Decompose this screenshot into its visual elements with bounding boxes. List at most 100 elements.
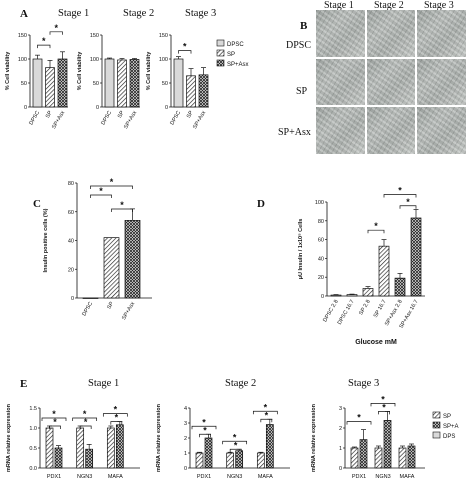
legend-swatch	[432, 411, 441, 419]
bar	[346, 294, 358, 297]
x-tick-label: SP 2.8	[358, 299, 371, 316]
legend-swatch	[432, 421, 441, 429]
bar	[350, 447, 359, 469]
y-tick-label: 0.0	[29, 466, 37, 472]
y-tick-label: 150	[18, 33, 27, 39]
y-axis-label: % Cell viability	[77, 51, 83, 90]
micro-row-sp-asx: SP+Asx	[278, 127, 311, 138]
significance-star: *	[265, 410, 269, 420]
panel-letter-e: E	[20, 378, 28, 390]
y-tick-label: 4	[184, 406, 187, 412]
stage-title-a3: Stage 3	[185, 8, 217, 19]
bar	[85, 448, 94, 469]
panel-letter-c: C	[33, 198, 41, 210]
significance-star: *	[115, 413, 119, 423]
significance-bracket	[49, 425, 61, 429]
significance-star: *	[53, 417, 57, 427]
x-tick-label: NGN3	[375, 474, 390, 480]
bar	[330, 294, 342, 297]
legend-swatch	[216, 59, 225, 67]
x-tick-label: SP+Asx	[123, 110, 138, 130]
bar	[359, 439, 368, 469]
significance-star: *	[382, 402, 386, 412]
stage-title-e2: Stage 2	[225, 378, 257, 389]
micrograph-dpsc-stage-3	[417, 10, 466, 57]
x-tick-label: PDX1	[197, 474, 211, 480]
y-tick-label: 100	[90, 57, 99, 63]
y-axis-label: mRNA relative expression	[156, 403, 162, 472]
bar	[235, 450, 244, 469]
significance-bracket	[41, 417, 67, 421]
significance-star: *	[203, 425, 207, 435]
y-tick-label: 100	[159, 57, 168, 63]
legend-label: SP+Asx	[227, 62, 249, 68]
legend-a: DPSC SP SP+Asx	[216, 39, 249, 68]
y-tick-label: 1.5	[29, 406, 37, 412]
y-tick-label: 0	[165, 105, 168, 111]
significance-star: *	[99, 186, 103, 196]
panel-letter-b: B	[300, 20, 308, 32]
significance-bracket	[191, 425, 217, 430]
significance-bracket	[37, 44, 51, 49]
micro-col-stage-1: Stage 1	[324, 0, 354, 11]
significance-star: *	[374, 221, 378, 231]
x-axis-label: Glucose mM	[355, 339, 397, 346]
y-tick-label: 150	[90, 33, 99, 39]
y-tick-label: 100	[18, 57, 27, 63]
y-tick-label: 1	[184, 451, 187, 457]
significance-bracket	[199, 433, 211, 438]
x-tick-label: SP 16.7	[373, 299, 388, 319]
significance-bracket	[378, 411, 390, 415]
significance-star: *	[406, 197, 410, 207]
bar	[104, 58, 115, 108]
significance-star: *	[202, 417, 206, 427]
bar	[394, 277, 406, 297]
micro-row-dpsc: DPSC	[286, 40, 312, 51]
y-tick-label: 50	[93, 81, 99, 87]
bar	[198, 74, 209, 108]
y-tick-label: 0.5	[29, 446, 37, 452]
significance-star: *	[398, 185, 402, 195]
y-tick-label: 20	[318, 275, 324, 281]
significance-star: *	[233, 432, 237, 442]
y-tick-label: 3	[184, 421, 187, 427]
stage-title-e1: Stage 1	[88, 378, 120, 389]
significance-bracket	[111, 208, 133, 212]
significance-bracket	[79, 425, 92, 429]
y-axis-label: % Cell viability	[146, 51, 152, 90]
y-axis-label: % Cell viability	[5, 51, 11, 90]
stage-title-a1: Stage 1	[58, 8, 90, 19]
bar	[226, 452, 235, 469]
micrograph-dpsc-stage-1	[316, 10, 365, 57]
stage-title-e3: Stage 3	[348, 378, 380, 389]
significance-star: *	[183, 42, 187, 52]
y-tick-label: 1	[339, 446, 342, 452]
x-tick-label: DPSC 16.7	[337, 299, 356, 326]
y-tick-label: 2	[184, 436, 187, 442]
legend-swatch	[432, 431, 441, 439]
micrograph-sp-stage-1	[316, 58, 365, 106]
x-tick-label: DPSC	[28, 110, 41, 126]
y-tick-label: 150	[159, 33, 168, 39]
legend-label: DPSC	[227, 42, 244, 48]
bar	[76, 427, 85, 469]
bar	[57, 58, 68, 108]
y-tick-label: 3	[339, 406, 342, 412]
bar	[82, 297, 99, 299]
y-tick-label: 80	[68, 181, 74, 187]
significance-star: *	[264, 402, 268, 412]
x-tick-label: PDX1	[352, 474, 366, 480]
micrograph-spasx-stage-2	[366, 107, 416, 154]
legend-label: SP	[443, 414, 451, 420]
micrograph-sp-stage-3	[417, 58, 466, 106]
bar	[115, 424, 124, 469]
x-tick-label: SP	[45, 110, 54, 120]
bar	[362, 288, 374, 297]
significance-star: *	[42, 36, 46, 46]
x-tick-label: DPSC	[81, 301, 94, 317]
significance-bracket	[383, 194, 417, 198]
x-tick-label: SP+Asx	[121, 301, 136, 321]
significance-star: *	[83, 409, 87, 419]
x-tick-label: SP	[106, 301, 115, 311]
significance-bracket	[252, 410, 278, 415]
